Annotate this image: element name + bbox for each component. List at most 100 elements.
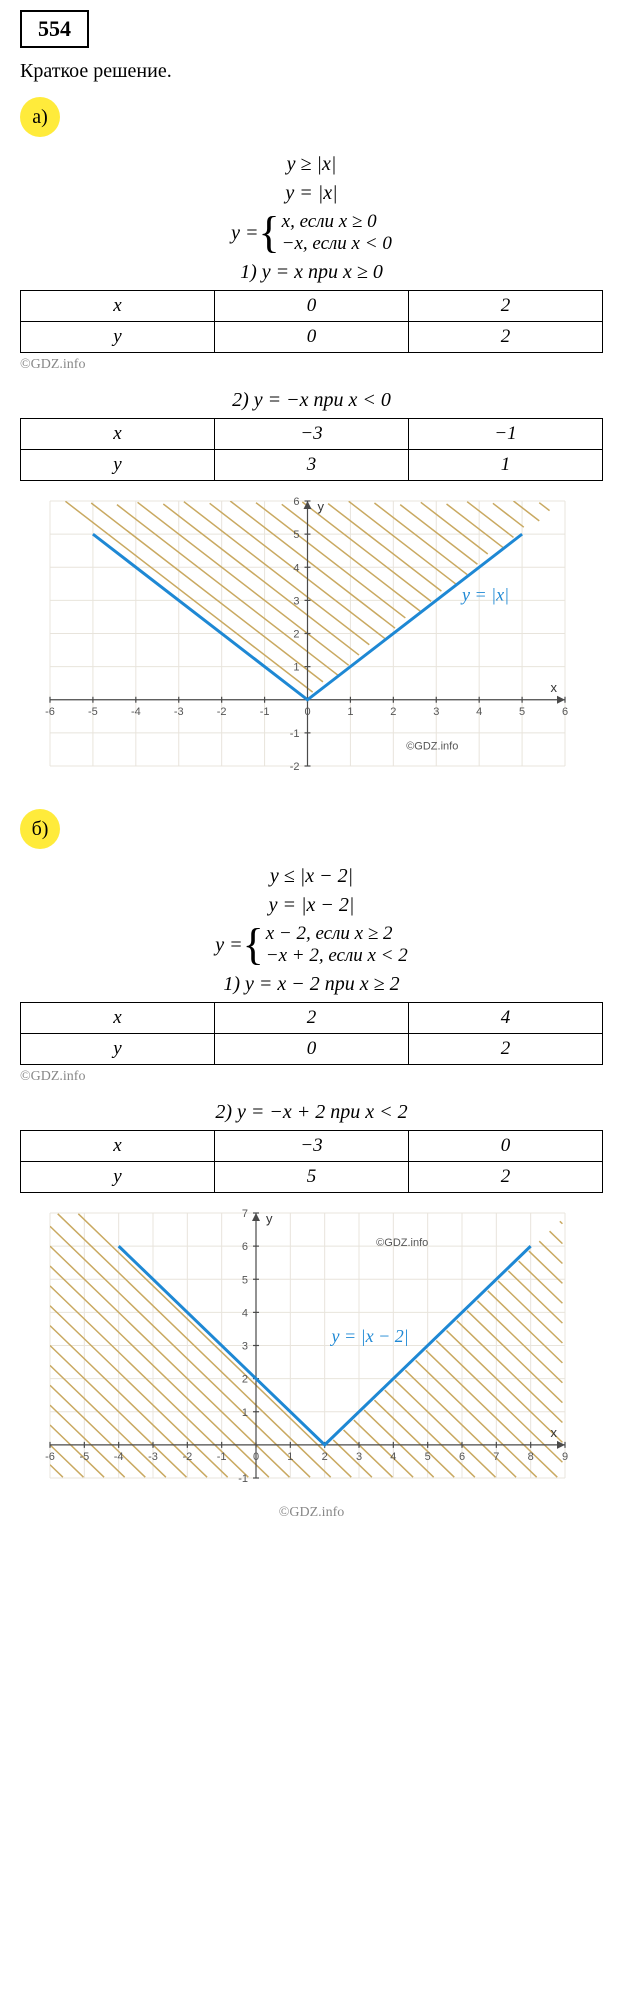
svg-text:-3: -3: [174, 706, 184, 718]
piecewise-line-1: x − 2, если x ≥ 2: [266, 923, 408, 945]
part-a-inequality: y ≥ |x|: [20, 153, 603, 176]
table-cell: 0: [215, 291, 409, 322]
svg-text:7: 7: [242, 1208, 248, 1220]
svg-text:2: 2: [390, 706, 396, 718]
part-b-inequality: y ≤ |x − 2|: [20, 865, 603, 888]
svg-text:1: 1: [347, 706, 353, 718]
table-row: x −3 −1: [21, 419, 603, 450]
table-row: y 0 2: [21, 1034, 603, 1065]
svg-text:©GDZ.info: ©GDZ.info: [406, 740, 458, 752]
svg-text:4: 4: [476, 706, 482, 718]
part-b-graph: -6-5-4-3-2-10123456789-11234567xyy = |x …: [20, 1203, 603, 1521]
svg-text:5: 5: [425, 1451, 431, 1463]
svg-text:-6: -6: [45, 1451, 55, 1463]
svg-text:5: 5: [519, 706, 525, 718]
svg-text:-1: -1: [260, 706, 270, 718]
svg-text:y: y: [318, 499, 325, 514]
svg-text:2: 2: [242, 1374, 248, 1386]
table-cell: 2: [409, 1162, 603, 1193]
svg-text:4: 4: [390, 1451, 396, 1463]
table-row: x −3 0: [21, 1131, 603, 1162]
part-a-label: а): [20, 97, 60, 137]
svg-text:9: 9: [562, 1451, 568, 1463]
problem-number-box: 554: [20, 10, 89, 48]
piecewise-prefix: y =: [215, 934, 242, 957]
part-b-label: б): [20, 809, 60, 849]
part-a-piecewise: y = { x, если x ≥ 0 −x, если x < 0: [20, 211, 603, 255]
svg-text:x: x: [551, 680, 558, 695]
svg-text:3: 3: [242, 1341, 248, 1353]
subtitle: Краткое решение.: [20, 60, 603, 83]
table-cell: 0: [409, 1131, 603, 1162]
part-a-table2: x −3 −1 y 3 1: [20, 418, 603, 481]
svg-text:-2: -2: [182, 1451, 192, 1463]
part-b-table1: x 2 4 y 0 2: [20, 1002, 603, 1065]
svg-text:1: 1: [242, 1407, 248, 1419]
table-cell: x: [21, 1131, 215, 1162]
part-a-table1: x 0 2 y 0 2: [20, 290, 603, 353]
svg-text:-3: -3: [148, 1451, 158, 1463]
brace-icon: {: [259, 211, 280, 255]
part-b-equation: y = |x − 2|: [20, 894, 603, 917]
piecewise-prefix: y =: [231, 222, 258, 245]
svg-text:x: x: [551, 1425, 558, 1440]
svg-text:y = |x − 2|: y = |x − 2|: [330, 1326, 409, 1346]
table-cell: 2: [409, 322, 603, 353]
table-row: x 0 2: [21, 291, 603, 322]
part-a-case1-heading: 1) y = x при x ≥ 0: [20, 261, 603, 284]
part-b: б) y ≤ |x − 2| y = |x − 2| y = { x − 2, …: [20, 809, 603, 1521]
svg-text:5: 5: [242, 1274, 248, 1286]
svg-text:-1: -1: [290, 728, 300, 740]
table-cell: y: [21, 450, 215, 481]
svg-text:6: 6: [293, 496, 299, 508]
svg-text:1: 1: [287, 1451, 293, 1463]
table-cell: −3: [215, 1131, 409, 1162]
table-cell: x: [21, 1003, 215, 1034]
table-cell: 2: [409, 291, 603, 322]
table-cell: 1: [409, 450, 603, 481]
table-cell: x: [21, 291, 215, 322]
table-cell: 2: [215, 1003, 409, 1034]
svg-text:7: 7: [493, 1451, 499, 1463]
table-cell: x: [21, 419, 215, 450]
copyright-text: ©GDZ.info: [20, 1069, 603, 1085]
graph-b-svg: -6-5-4-3-2-10123456789-11234567xyy = |x …: [20, 1203, 580, 1503]
svg-text:4: 4: [293, 562, 299, 574]
svg-text:2: 2: [322, 1451, 328, 1463]
svg-text:0: 0: [253, 1451, 259, 1463]
svg-text:-1: -1: [238, 1473, 248, 1485]
graph-a-svg: -6-5-4-3-2-10123456-2-1123456xyy = |x|©G…: [20, 491, 580, 791]
table-cell: 3: [215, 450, 409, 481]
svg-text:-4: -4: [114, 1451, 124, 1463]
part-b-case2-heading: 2) y = −x + 2 при x < 2: [20, 1101, 603, 1124]
svg-text:-1: -1: [217, 1451, 227, 1463]
svg-text:3: 3: [433, 706, 439, 718]
svg-text:-5: -5: [88, 706, 98, 718]
svg-text:3: 3: [293, 595, 299, 607]
svg-text:8: 8: [528, 1451, 534, 1463]
part-a-case2-heading: 2) y = −x при x < 0: [20, 389, 603, 412]
table-cell: y: [21, 322, 215, 353]
svg-text:6: 6: [562, 706, 568, 718]
table-row: y 5 2: [21, 1162, 603, 1193]
svg-text:0: 0: [304, 706, 310, 718]
svg-text:y = |x|: y = |x|: [460, 584, 509, 604]
brace-icon: {: [243, 923, 264, 967]
svg-text:5: 5: [293, 529, 299, 541]
part-b-table2: x −3 0 y 5 2: [20, 1130, 603, 1193]
table-cell: y: [21, 1162, 215, 1193]
svg-text:4: 4: [242, 1307, 248, 1319]
part-a: а) y ≥ |x| y = |x| y = { x, если x ≥ 0 −…: [20, 97, 603, 791]
part-a-equation: y = |x|: [20, 182, 603, 205]
svg-text:-6: -6: [45, 706, 55, 718]
svg-text:2: 2: [293, 629, 299, 641]
part-a-graph: -6-5-4-3-2-10123456-2-1123456xyy = |x|©G…: [20, 491, 603, 791]
part-b-case1-heading: 1) y = x − 2 при x ≥ 2: [20, 973, 603, 996]
table-cell: 0: [215, 322, 409, 353]
copyright-text: ©GDZ.info: [20, 357, 603, 373]
svg-text:-2: -2: [290, 761, 300, 773]
svg-text:-4: -4: [131, 706, 141, 718]
table-row: x 2 4: [21, 1003, 603, 1034]
table-cell: 2: [409, 1034, 603, 1065]
table-row: y 3 1: [21, 450, 603, 481]
